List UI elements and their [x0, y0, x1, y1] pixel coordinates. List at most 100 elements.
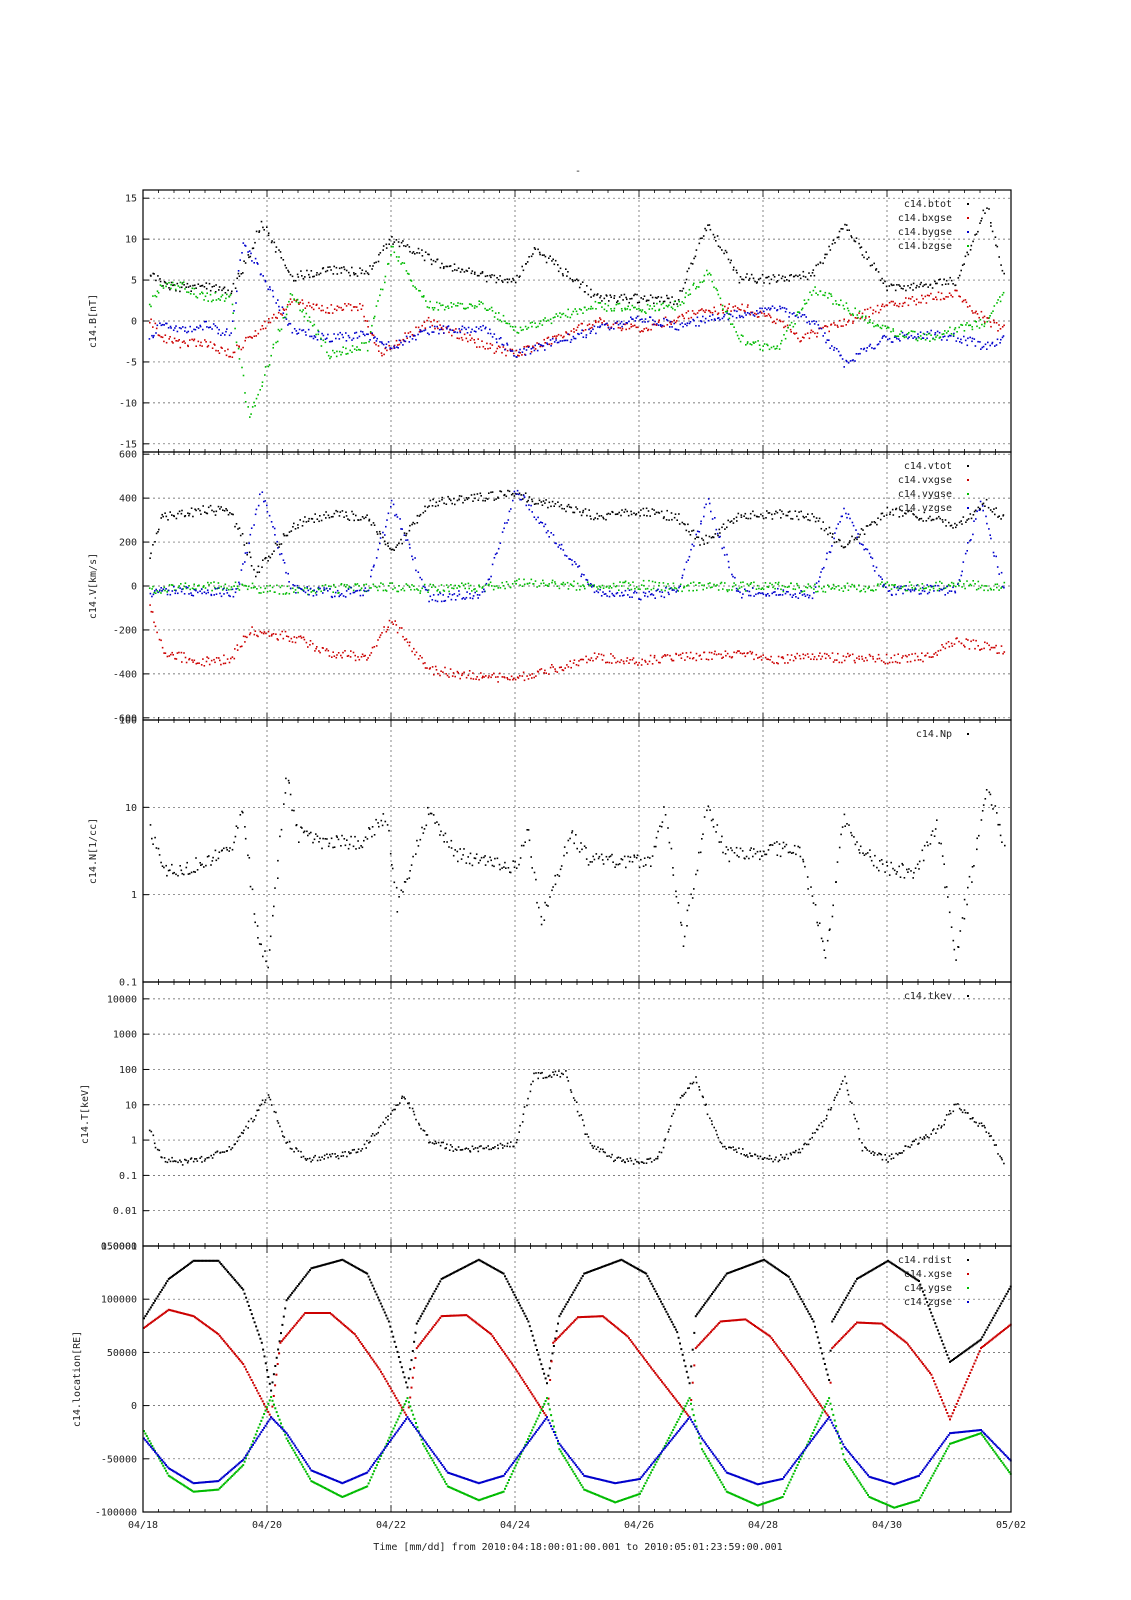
data-point: [490, 575, 492, 578]
data-point: [990, 325, 992, 328]
data-point: [955, 289, 957, 292]
data-point: [831, 536, 833, 538]
data-point: [531, 677, 533, 679]
data-point: [338, 267, 341, 270]
data-point: [447, 586, 449, 589]
data-point: [414, 557, 416, 559]
data-point: [318, 841, 320, 843]
data-point: [970, 539, 972, 541]
data-point: [869, 321, 871, 324]
data-point: [774, 582, 777, 584]
data-point: [180, 286, 183, 289]
data-point: [330, 516, 333, 518]
data-point: [427, 591, 429, 593]
data-point: [232, 351, 235, 354]
data-point: [192, 284, 194, 287]
data-point: [493, 499, 496, 501]
data-point: [524, 492, 527, 494]
data-point: [668, 519, 670, 521]
data-point: [767, 658, 769, 661]
data-point: [626, 298, 628, 301]
data-point: [326, 337, 328, 340]
data-point: [649, 305, 651, 307]
data-point: [505, 322, 507, 324]
data-point: [944, 519, 947, 521]
data-point: [851, 583, 853, 586]
data-point: [656, 589, 658, 591]
data-point: [471, 270, 474, 272]
data-point: [279, 553, 281, 556]
data-point: [615, 322, 618, 324]
data-point: [506, 677, 508, 679]
data-point: [911, 589, 914, 591]
data-point: [794, 510, 797, 512]
data-point: [673, 300, 676, 303]
data-point: [819, 652, 821, 654]
data-point: [726, 652, 729, 655]
data-point: [831, 652, 834, 654]
data-point: [740, 586, 743, 588]
data-point: [952, 334, 955, 336]
data-point: [966, 519, 968, 521]
data-point: [971, 337, 974, 340]
data-point: [742, 278, 745, 281]
data-point: [307, 589, 310, 592]
data-point: [400, 589, 403, 591]
data-point: [483, 590, 486, 593]
data-point: [157, 334, 160, 336]
data-point: [569, 341, 572, 343]
data-point: [229, 355, 231, 358]
data-point: [952, 582, 955, 585]
data-point: [241, 366, 243, 369]
data-point: [619, 322, 622, 325]
data-point: [512, 352, 515, 355]
data-point: [860, 246, 863, 248]
data-point: [708, 310, 711, 312]
data-point: [491, 491, 494, 493]
data-point: [772, 591, 775, 594]
data-point: [291, 294, 294, 296]
data-point: [281, 584, 283, 587]
data-point: [724, 310, 727, 313]
data-point: [776, 280, 779, 282]
data-point: [580, 322, 583, 325]
data-point: [247, 251, 249, 253]
data-point: [180, 869, 183, 872]
data-point: [582, 336, 585, 338]
data-point: [781, 275, 784, 278]
data-point: [368, 519, 370, 522]
data-point: [753, 514, 756, 517]
data-point: [745, 344, 747, 346]
data-point: [214, 292, 217, 294]
data-point: [554, 583, 557, 585]
data-point: [649, 515, 651, 517]
data-point: [278, 543, 281, 546]
data-point: [589, 332, 592, 334]
data-point: [805, 586, 807, 588]
data-point: [791, 596, 794, 598]
data-point: [370, 575, 372, 578]
data-point: [264, 280, 267, 283]
data-point: [314, 513, 316, 515]
data-point: [1003, 272, 1005, 275]
data-point: [943, 587, 945, 589]
data-point: [601, 659, 604, 661]
data-point: [317, 329, 319, 332]
data-point: [432, 594, 435, 596]
data-point: [285, 592, 288, 594]
data-point: [209, 326, 212, 328]
data-point: [921, 652, 923, 654]
data-point: [643, 514, 645, 517]
legend-marker: [967, 217, 969, 219]
data-point: [165, 515, 168, 518]
data-point: [358, 348, 360, 351]
data-point: [523, 578, 525, 581]
data-point: [991, 341, 994, 344]
data-point: [750, 582, 753, 584]
data-point: [461, 268, 464, 271]
data-point: [151, 588, 153, 590]
data-point: [453, 593, 456, 595]
data-point: [753, 595, 755, 597]
data-point: [731, 573, 733, 576]
data-point: [302, 520, 305, 523]
